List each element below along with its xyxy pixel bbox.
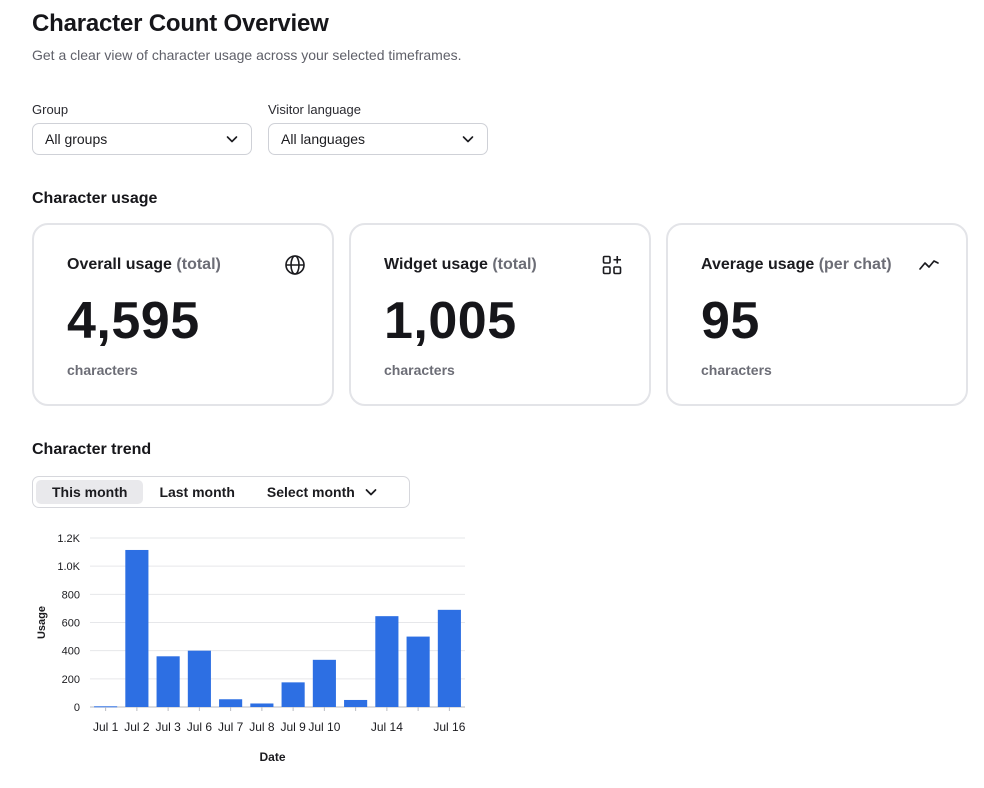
trend-section-title: Character trend	[32, 441, 152, 458]
language-filter-label: Visitor language	[268, 102, 361, 117]
card-label-qualifier: (total)	[492, 256, 537, 273]
x-tick-label: Jul 8	[249, 720, 275, 734]
y-axis-title: Usage	[36, 606, 48, 639]
group-select-value: All groups	[45, 131, 108, 147]
tab-last-month[interactable]: Last month	[159, 484, 235, 500]
character-trend-chart: 0 200 400 600 800 1.0K 1.2K Jul 1 Jul 2 Jul 3 Jul …	[36, 533, 466, 764]
card-unit: characters	[384, 362, 455, 378]
bar	[187, 650, 211, 707]
bar	[156, 656, 180, 707]
x-tick-label: Jul 9	[280, 720, 306, 734]
period-tabs: This month Last month Select month	[32, 476, 410, 508]
y-tick-label: 1.0K	[57, 561, 80, 573]
chevron-down-icon	[226, 136, 238, 143]
bar	[344, 699, 368, 707]
card-label-text: Overall usage	[67, 256, 172, 273]
card-unit: characters	[701, 362, 772, 378]
x-tick-label: Jul 6	[187, 720, 213, 734]
card-label-text: Average usage	[701, 256, 815, 273]
tab-select-month[interactable]: Select month	[251, 480, 394, 504]
bar	[406, 636, 430, 707]
bar	[375, 616, 399, 707]
language-select[interactable]: All languages	[268, 123, 488, 155]
tab-this-month[interactable]: This month	[36, 480, 144, 504]
bar	[281, 682, 305, 707]
tab-select-month-label: Select month	[266, 484, 355, 500]
x-tick-label: Jul 1	[93, 720, 119, 734]
y-tick-label: 0	[74, 702, 80, 714]
bar	[94, 706, 118, 708]
card-label-text: Widget usage	[384, 256, 488, 273]
widgets-add-icon	[601, 254, 623, 276]
y-tick-label: 400	[62, 646, 80, 658]
card-label: Overall usage (total)	[67, 256, 221, 274]
y-tick-label: 600	[62, 618, 80, 630]
card-label-qualifier: (per chat)	[818, 256, 892, 273]
x-tick-label: Jul 10	[308, 720, 340, 734]
group-select[interactable]: All groups	[32, 123, 252, 155]
card-label-qualifier: (total)	[176, 256, 221, 273]
y-tick-label: 800	[62, 589, 80, 601]
bar	[250, 703, 274, 707]
widget-usage-card: Widget usage (total) 1,005 characters	[349, 223, 651, 406]
card-unit: characters	[67, 362, 138, 378]
trend-line-icon	[918, 254, 940, 276]
x-tick-label: Jul 3	[155, 720, 181, 734]
language-select-value: All languages	[281, 131, 366, 147]
overall-usage-card: Overall usage (total) 4,595 characters	[32, 223, 334, 406]
card-label: Average usage (per chat)	[701, 256, 892, 274]
bar	[219, 699, 243, 707]
page-title: Character Count Overview	[32, 10, 329, 37]
y-tick-label: 200	[62, 674, 80, 686]
group-filter-label: Group	[32, 102, 69, 117]
card-value: 1,005	[384, 292, 517, 350]
x-tick-label: Jul 16	[433, 720, 465, 734]
bar	[437, 609, 461, 707]
average-usage-card: Average usage (per chat) 95 characters	[666, 223, 968, 406]
card-value: 4,595	[67, 292, 200, 350]
x-axis-title: Date	[259, 750, 285, 764]
page-subtitle: Get a clear view of character usage acro…	[32, 47, 462, 63]
usage-section-title: Character usage	[32, 190, 158, 207]
chevron-down-icon	[462, 136, 474, 143]
x-tick-label: Jul 7	[218, 720, 244, 734]
card-label: Widget usage (total)	[384, 256, 537, 274]
x-tick-label: Jul 14	[371, 720, 403, 734]
x-tick-label: Jul 2	[124, 720, 150, 734]
chevron-down-icon	[365, 489, 377, 496]
bar	[125, 549, 149, 707]
globe-icon	[284, 254, 306, 276]
card-value: 95	[701, 292, 760, 350]
bar	[312, 659, 336, 707]
y-tick-label: 1.2K	[57, 533, 80, 545]
